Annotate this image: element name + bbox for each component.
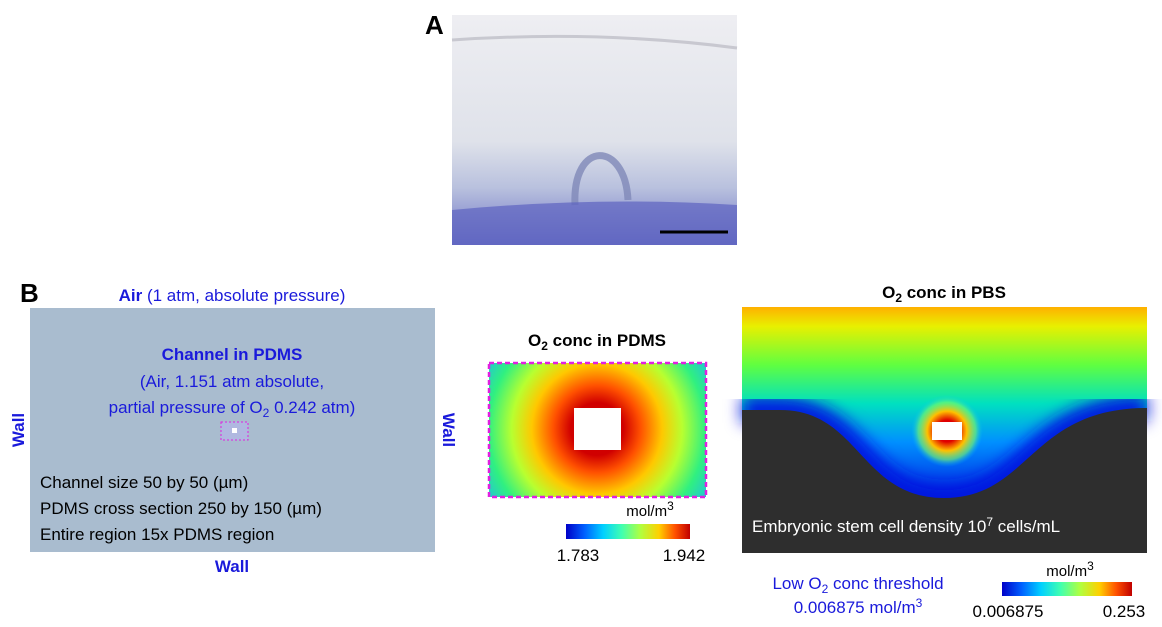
channel — [574, 408, 621, 450]
text: conc in PDMS — [548, 331, 666, 350]
unit: mol/m3 — [1046, 559, 1094, 580]
wall-label: Wall — [439, 413, 458, 447]
air-word: Air — [119, 286, 143, 305]
colorbar — [1002, 582, 1132, 596]
superscript: 3 — [1087, 559, 1094, 573]
text: conc threshold — [828, 574, 943, 593]
caption: Embryonic stem cell density 107 cells/mL — [752, 515, 1060, 536]
figure: A B Air (1 atm, absolute pressure) Chann… — [0, 0, 1162, 627]
text: O — [528, 331, 541, 350]
colorbar-max: 0.253 — [1103, 602, 1146, 621]
channel — [232, 428, 237, 433]
text: mol/m — [626, 503, 667, 520]
text: Embryonic stem cell density 10 — [752, 517, 986, 536]
unit: mol/m3 — [626, 499, 674, 520]
colorbar-max: 1.942 — [663, 546, 706, 565]
superscript: 3 — [667, 499, 674, 513]
air-note: (1 atm, absolute pressure) — [142, 286, 345, 305]
panel-label: B — [20, 278, 39, 308]
text: 0.242 atm) — [269, 398, 355, 417]
threshold: Low O2 conc threshold — [772, 574, 943, 596]
channel-title: Channel in PDMS — [162, 345, 303, 364]
photo-base — [452, 201, 737, 245]
air-label: Air (1 atm, absolute pressure) — [119, 286, 346, 305]
channel — [932, 422, 962, 440]
panel-label: A — [425, 10, 444, 40]
channel-line: partial pressure of O2 0.242 atm) — [109, 398, 356, 420]
text: partial pressure of O — [109, 398, 263, 417]
note: PDMS cross section 250 by 150 (µm) — [40, 499, 322, 518]
note: Entire region 15x PDMS region — [40, 525, 274, 544]
text: Low O — [772, 574, 821, 593]
channel-line: (Air, 1.151 atm absolute, — [140, 372, 324, 391]
text: mol/m — [1046, 563, 1087, 580]
colorbar-min: 0.006875 — [973, 602, 1044, 621]
text: 0.006875 mol/m — [794, 598, 916, 617]
text: O — [882, 283, 895, 302]
text: cells/mL — [993, 517, 1060, 536]
plot-title: O2 conc in PBS — [882, 283, 1006, 305]
note: Channel size 50 by 50 (µm) — [40, 473, 248, 492]
colorbar-min: 1.783 — [557, 546, 600, 565]
plot-title: O2 conc in PDMS — [528, 331, 666, 353]
text: conc in PBS — [902, 283, 1006, 302]
wall-label: Wall — [215, 557, 249, 576]
superscript: 3 — [916, 596, 923, 610]
colorbar — [566, 524, 690, 539]
wall-label: Wall — [9, 413, 28, 447]
threshold: 0.006875 mol/m3 — [794, 596, 923, 617]
